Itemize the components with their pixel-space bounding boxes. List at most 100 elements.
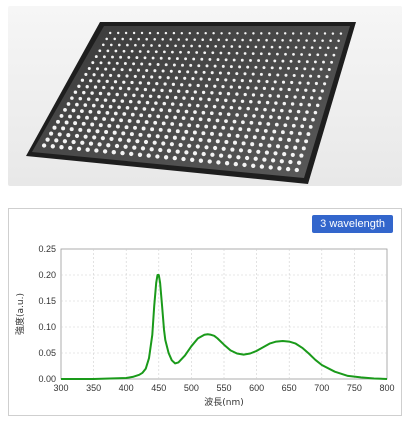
led-dot xyxy=(147,133,152,138)
led-dot xyxy=(253,156,258,161)
led-dot xyxy=(192,57,196,61)
led-dot xyxy=(135,87,139,91)
led-dot xyxy=(229,85,233,89)
led-dot xyxy=(313,39,316,42)
led-dot xyxy=(251,163,256,168)
led-dot xyxy=(272,129,277,134)
led-dot xyxy=(170,102,175,106)
y-tick-label: 0.05 xyxy=(38,348,56,358)
led-dot xyxy=(296,160,302,165)
led-dot xyxy=(221,84,225,89)
led-dot xyxy=(207,97,211,102)
led-dot xyxy=(69,127,74,132)
led-dot xyxy=(241,120,245,125)
led-dot xyxy=(180,31,184,35)
led-dot xyxy=(104,129,109,135)
led-dot xyxy=(291,123,296,128)
led-dot xyxy=(179,102,183,107)
led-dot xyxy=(195,123,200,128)
led-dot xyxy=(120,68,124,72)
led-dot xyxy=(284,73,288,77)
led-dot xyxy=(49,131,54,136)
led-dot xyxy=(261,135,266,140)
led-dot xyxy=(95,97,99,102)
led-dot xyxy=(293,95,297,99)
led-dot xyxy=(174,76,178,80)
led-dot xyxy=(172,135,177,140)
led-dot xyxy=(110,86,114,90)
led-dot xyxy=(177,70,182,74)
led-dot xyxy=(175,149,180,154)
led-dot xyxy=(216,78,220,82)
led-dot xyxy=(45,137,50,142)
led-dot xyxy=(142,43,145,47)
led-dot xyxy=(100,136,105,141)
led-dot xyxy=(135,56,139,60)
led-dot xyxy=(104,67,108,71)
led-dot xyxy=(229,65,233,69)
led-dot xyxy=(211,51,215,55)
led-dot xyxy=(209,111,214,116)
led-dot xyxy=(181,63,184,67)
led-dot xyxy=(300,53,303,56)
led-dot xyxy=(103,98,108,102)
led-dot xyxy=(161,38,164,41)
led-dot xyxy=(285,166,291,172)
led-dot xyxy=(299,102,303,107)
led-dot xyxy=(301,95,306,100)
led-dot xyxy=(90,122,95,127)
led-dot xyxy=(109,43,113,47)
led-dot xyxy=(285,94,289,99)
led-dot xyxy=(61,126,66,131)
led-dot xyxy=(169,142,174,147)
y-tick-label: 0.00 xyxy=(38,374,56,384)
led-dot xyxy=(249,38,252,42)
led-dot xyxy=(330,60,334,64)
led-dot xyxy=(293,145,298,150)
led-dot xyxy=(111,55,114,59)
led-panel-photo xyxy=(8,6,402,186)
led-dot xyxy=(145,68,149,73)
led-dot xyxy=(140,62,144,66)
led-dot xyxy=(192,130,197,135)
led-dot xyxy=(114,143,120,149)
led-dot xyxy=(246,127,251,132)
grid-layer xyxy=(60,248,388,380)
led-dot xyxy=(106,143,111,148)
led-dot xyxy=(89,79,93,83)
led-dot xyxy=(281,59,285,63)
led-dot xyxy=(315,32,319,35)
led-dot xyxy=(123,62,127,65)
led-dot xyxy=(106,49,110,53)
led-dot xyxy=(233,161,238,167)
led-dot xyxy=(210,131,214,136)
led-dot xyxy=(270,66,274,70)
led-dot xyxy=(109,136,114,141)
led-dot xyxy=(323,32,327,35)
led-dot xyxy=(315,103,320,108)
led-dot xyxy=(185,89,189,94)
led-dot xyxy=(64,120,69,125)
led-dot xyxy=(133,74,137,78)
led-dot xyxy=(227,133,232,138)
led-dot xyxy=(277,166,282,171)
led-dot xyxy=(75,102,79,107)
led-dot xyxy=(249,120,254,125)
led-dot xyxy=(167,56,171,60)
led-dot xyxy=(278,66,282,70)
led-dot xyxy=(260,93,264,97)
led-dot xyxy=(92,73,96,77)
led-dot xyxy=(107,92,111,96)
led-dot xyxy=(332,53,336,57)
led-dot xyxy=(98,91,103,96)
led-dot xyxy=(312,88,316,93)
led-dot xyxy=(123,93,128,97)
led-dot xyxy=(248,79,253,83)
led-dot xyxy=(164,134,169,140)
led-dot xyxy=(122,80,126,84)
led-dot xyxy=(267,52,271,56)
led-dot xyxy=(130,112,135,117)
led-dot xyxy=(141,126,146,131)
led-dot xyxy=(267,143,272,148)
led-dot xyxy=(177,89,181,93)
